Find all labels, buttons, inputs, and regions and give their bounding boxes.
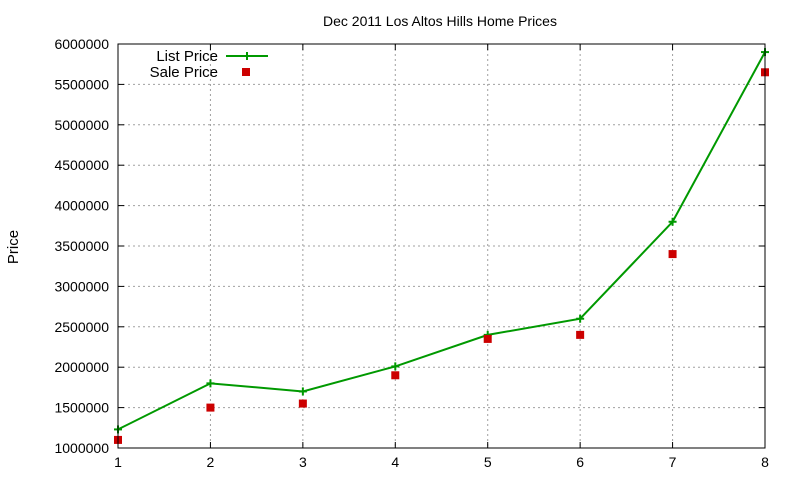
sale-price-point: [391, 371, 400, 380]
y-tick-label: 4000000: [54, 198, 109, 214]
legend-label-sale-price: Sale Price: [150, 64, 218, 81]
y-tick-label: 5000000: [54, 117, 109, 133]
x-tick-label: 4: [391, 454, 399, 470]
x-tick-label: 8: [761, 454, 769, 470]
x-tick-label: 7: [669, 454, 677, 470]
list-price-point: [206, 379, 215, 388]
x-tick-label: 1: [114, 454, 122, 470]
sale-price-point: [298, 399, 307, 408]
x-tick-label: 2: [207, 454, 215, 470]
x-tick-label: 5: [484, 454, 492, 470]
y-tick-label: 2500000: [54, 319, 109, 335]
legend-marker-list-price: [243, 52, 251, 60]
chart-title: Dec 2011 Los Altos Hills Home Prices: [323, 13, 557, 29]
y-tick-label: 5500000: [54, 76, 109, 92]
sale-price-point: [668, 250, 677, 259]
legend-swatch-sale-price: [242, 68, 250, 76]
list-price-point: [298, 387, 307, 396]
y-tick-label: 4500000: [54, 157, 109, 173]
y-tick-label: 1000000: [54, 440, 109, 456]
sale-price-point: [206, 403, 215, 412]
list-price-point: [391, 362, 400, 371]
list-price-point: [576, 314, 585, 323]
series-layer: [114, 48, 769, 444]
sale-price-point: [576, 330, 585, 339]
x-tick-label: 3: [299, 454, 307, 470]
sale-price-point: [483, 334, 492, 343]
x-tick-label: 6: [576, 454, 584, 470]
y-tick-label: 3000000: [54, 278, 109, 294]
y-tick-label: 3500000: [54, 238, 109, 254]
y-tick-label: 1500000: [54, 400, 109, 416]
axis-ticks: 1 2 3 4 5 6 7 8 1000000 1500000 2000000 2500000 3000…: [54, 36, 769, 470]
y-tick-label: 2000000: [54, 359, 109, 375]
grid-lines: [118, 44, 765, 448]
legend-label-list-price: List Price: [156, 48, 218, 65]
list-price-point: [668, 217, 677, 226]
list-price-line: [117, 51, 766, 431]
y-tick-label: 6000000: [54, 36, 109, 52]
plot-frame: [117, 43, 766, 449]
y-axis-label: Price: [5, 230, 22, 264]
